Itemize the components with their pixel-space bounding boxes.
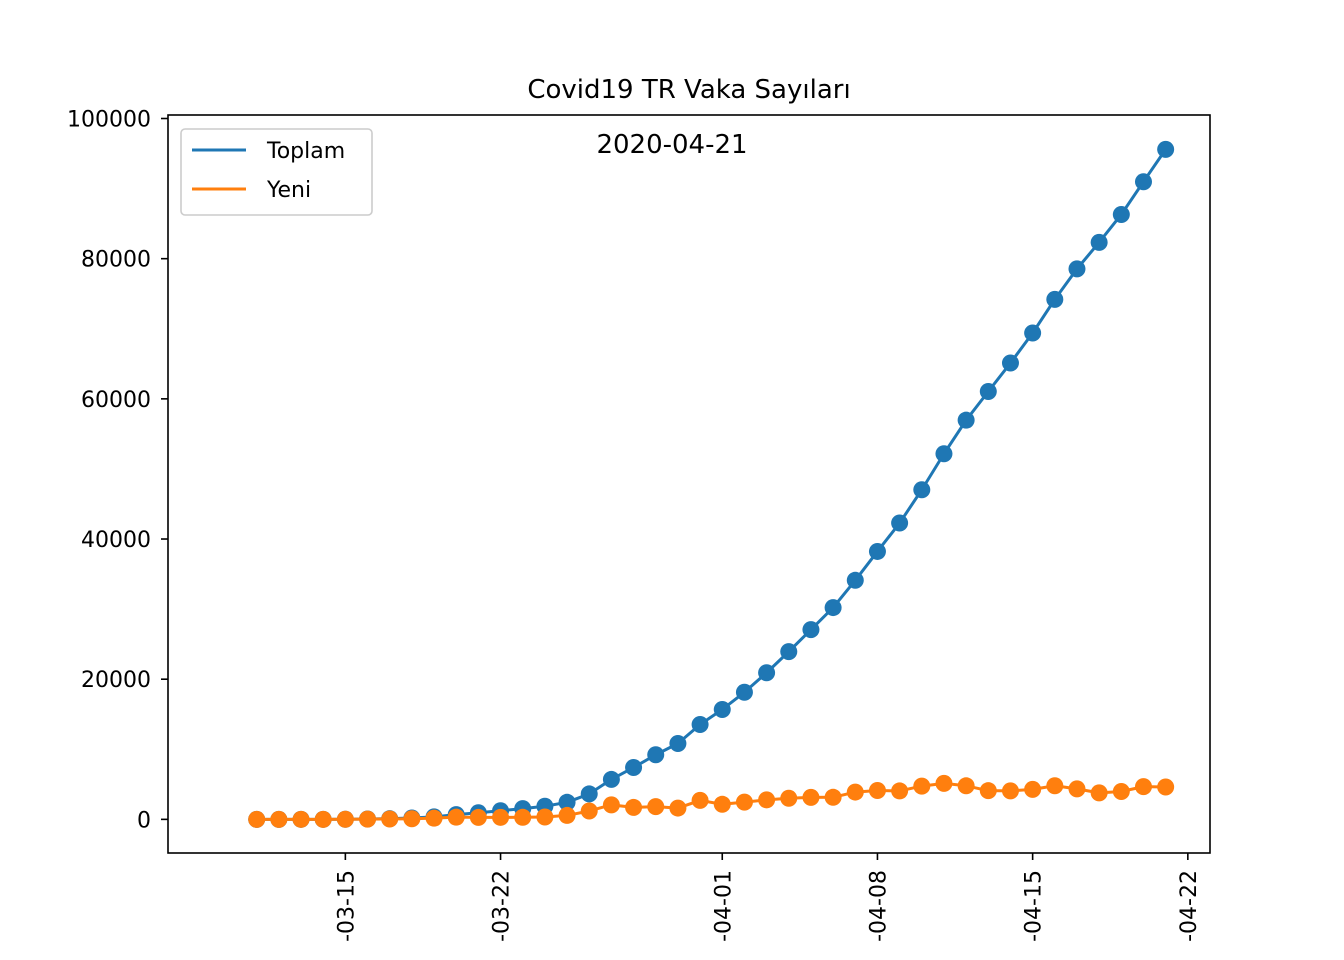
y-tick-label: 80000 [81,248,151,273]
x-tick-label: -03-22 [490,870,515,942]
data-point-yeni [447,808,465,826]
data-point-toplam [846,571,864,589]
data-point-yeni [602,796,620,814]
chart-title: Covid19 TR Vaka Sayıları [527,75,850,105]
data-point-yeni [846,783,864,801]
data-point-toplam [935,445,953,463]
data-point-yeni [1001,782,1019,800]
data-point-yeni [558,806,576,824]
data-point-yeni [292,810,310,828]
x-tick-label: -04-08 [866,870,891,942]
data-point-yeni [669,799,687,817]
y-tick-label: 60000 [81,388,151,413]
data-point-toplam [1024,324,1042,342]
data-point-toplam [1134,173,1152,191]
legend: Toplam Yeni [180,128,373,216]
data-point-yeni [469,808,487,826]
data-point-yeni [957,777,975,795]
data-point-toplam [913,481,931,499]
x-tick-label: -04-01 [711,870,736,942]
data-point-toplam [824,599,842,617]
data-point-toplam [780,643,798,661]
data-point-yeni [403,810,421,828]
data-point-yeni [1112,782,1130,800]
data-point-yeni [913,777,931,795]
data-point-yeni [248,810,266,828]
y-tick-label: 20000 [81,668,151,693]
data-point-yeni [1134,778,1152,796]
data-point-toplam [1157,140,1175,158]
data-point-yeni [735,793,753,811]
data-point-yeni [713,795,731,813]
data-point-toplam [979,382,997,400]
data-point-toplam [647,746,665,764]
data-point-yeni [935,774,953,792]
data-point-yeni [868,782,886,799]
data-point-yeni [314,810,332,828]
series-layer [248,140,1175,828]
y-tick-label: 0 [137,808,151,833]
data-point-toplam [802,621,820,639]
data-point-toplam [580,785,598,803]
data-point-toplam [558,793,576,811]
data-point-yeni [891,782,909,800]
plot-frame [167,114,1211,854]
data-point-yeni [647,798,665,816]
data-point-yeni [691,791,709,809]
data-point-toplam [957,411,975,429]
data-point-yeni [758,791,776,809]
data-point-yeni [780,789,798,807]
x-tick-label: -04-15 [1022,870,1047,942]
data-point-toplam [891,514,909,532]
data-point-yeni [802,788,820,806]
data-point-yeni [1024,780,1042,798]
data-point-toplam [1001,354,1019,372]
x-tick-label: -04-22 [1177,870,1202,942]
data-point-toplam [1068,260,1086,278]
data-point-yeni [625,798,643,816]
data-point-yeni [336,810,354,828]
data-point-toplam [758,664,776,682]
date-annotation: 2020-04-21 [596,130,747,160]
data-point-yeni [979,782,997,800]
axis-layer: 0 20000 40000 60000 80000 100000 -03-15 -03-22 -… [67,108,1202,942]
data-point-yeni [492,808,510,826]
data-point-toplam [713,700,731,718]
data-point-yeni [359,810,377,828]
data-point-toplam [1046,290,1064,308]
data-point-yeni [1157,778,1175,796]
y-tick-label: 100000 [67,108,151,133]
data-point-yeni [1090,784,1108,802]
y-tick-label: 40000 [81,528,151,553]
data-point-yeni [1068,780,1086,798]
data-point-toplam [625,758,643,776]
data-point-toplam [735,683,753,701]
data-point-yeni [580,802,598,820]
legend-label-yeni: Yeni [266,178,311,203]
data-point-yeni [514,808,532,826]
data-point-yeni [381,810,399,828]
data-point-yeni [536,808,554,826]
data-point-yeni [1046,777,1064,795]
x-tick-label: -03-15 [334,870,359,942]
data-point-toplam [691,716,709,734]
data-point-yeni [824,788,842,806]
data-point-yeni [270,810,288,828]
data-point-toplam [669,734,687,752]
data-point-toplam [1112,205,1130,223]
data-point-toplam [868,542,886,560]
data-point-toplam [1090,233,1108,251]
legend-label-toplam: Toplam [266,139,345,164]
data-point-yeni [425,809,443,827]
data-point-toplam [602,770,620,788]
